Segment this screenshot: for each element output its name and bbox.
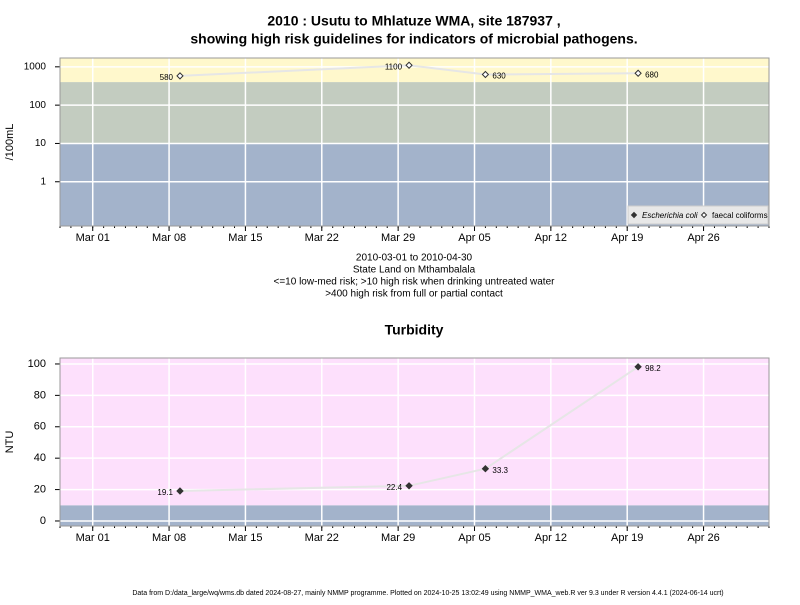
series-line <box>179 64 639 77</box>
y-axis-label: /100mL <box>4 124 16 161</box>
value-label: 98.2 <box>645 364 661 373</box>
x-tick-label: Apr 26 <box>687 532 719 544</box>
y-tick-label: 60 <box>34 421 46 433</box>
series-line <box>179 365 639 492</box>
footer: Data from D:/data_large/wq/wms.db dated … <box>132 590 723 597</box>
plot-frame <box>59 357 770 527</box>
value-label: 630 <box>492 72 506 81</box>
risk-band <box>60 82 769 144</box>
value-label: 1100 <box>385 62 403 71</box>
x-tick-label: Mar 22 <box>305 232 339 244</box>
data-point <box>176 487 184 495</box>
legend-label: Escherichia coli <box>642 211 698 220</box>
plot-frame <box>59 57 770 227</box>
data-point <box>405 61 413 69</box>
x-tick-label: Apr 12 <box>535 532 567 544</box>
risk-band <box>60 505 769 526</box>
chart-title: 2010 : Usutu to Mhlatuze WMA, site 18793… <box>267 13 560 29</box>
chart-title: Turbidity <box>385 322 444 338</box>
data-point <box>634 69 642 77</box>
x-tick-label: Mar 08 <box>152 532 186 544</box>
subtitle: <=10 low-med risk; >10 high risk when dr… <box>274 277 556 288</box>
x-tick-label: Apr 05 <box>458 532 490 544</box>
x-tick-label: Mar 15 <box>228 232 262 244</box>
x-tick-label: Mar 01 <box>76 532 110 544</box>
risk-band <box>60 358 769 506</box>
y-tick-label: 1000 <box>24 61 47 72</box>
value-label: 33.3 <box>492 466 508 475</box>
legend-label: faecal coliforms <box>712 211 768 220</box>
x-tick-label: Apr 26 <box>687 232 719 244</box>
x-tick-label: Mar 22 <box>305 532 339 544</box>
data-point <box>176 72 184 80</box>
y-tick-label: 100 <box>29 100 46 111</box>
value-label: 19.1 <box>157 488 173 497</box>
y-axis-label: NTU <box>4 431 16 454</box>
x-tick-label: Mar 08 <box>152 232 186 244</box>
value-label: 580 <box>160 73 174 82</box>
y-tick-label: 100 <box>28 358 46 370</box>
data-point <box>481 70 490 79</box>
value-label: 22.4 <box>386 483 402 492</box>
y-tick-label: 20 <box>34 483 46 495</box>
x-tick-label: Apr 19 <box>611 232 643 244</box>
x-tick-label: Mar 29 <box>381 532 415 544</box>
data-point <box>634 363 642 371</box>
x-tick-label: Apr 05 <box>458 232 490 244</box>
subtitle: 2010-03-01 to 2010-04-30 <box>356 253 473 264</box>
x-tick-label: Mar 01 <box>76 232 110 244</box>
data-point <box>405 482 413 490</box>
legend-box <box>627 205 769 225</box>
y-tick-label: 0 <box>40 515 46 527</box>
y-tick-label: 1 <box>40 176 46 187</box>
subtitle: State Land on Mthambalala <box>353 265 476 276</box>
legend-marker <box>700 211 708 219</box>
x-tick-label: Mar 29 <box>381 232 415 244</box>
y-tick-label: 10 <box>35 138 47 149</box>
y-tick-label: 40 <box>34 452 46 464</box>
subtitle: >400 high risk from full or partial cont… <box>325 289 503 300</box>
legend-marker <box>630 211 638 219</box>
x-tick-label: Apr 19 <box>611 532 643 544</box>
x-tick-label: Mar 15 <box>228 532 262 544</box>
data-point <box>481 464 490 473</box>
y-tick-label: 80 <box>34 389 46 401</box>
chart-title: showing high risk guidelines for indicat… <box>190 31 637 47</box>
value-label: 680 <box>645 70 659 79</box>
x-tick-label: Apr 12 <box>535 232 567 244</box>
risk-band <box>60 58 769 83</box>
